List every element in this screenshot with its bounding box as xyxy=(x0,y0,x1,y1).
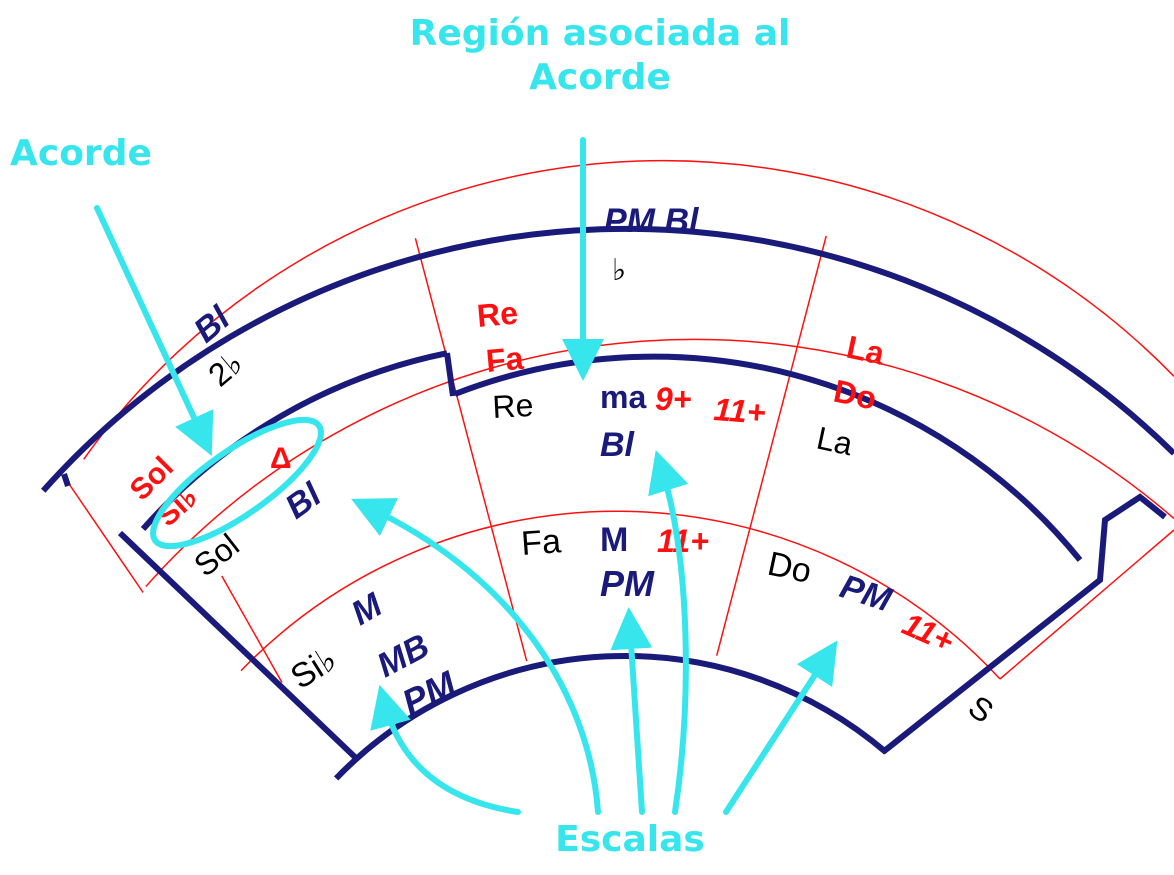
chord-highlight-ellipse xyxy=(150,416,324,550)
sector1-scale-1: M xyxy=(345,586,389,633)
region-step xyxy=(444,352,456,397)
radial-sector1-left xyxy=(64,477,144,593)
arrow-scale-sector1-chord xyxy=(351,498,601,815)
sector3-inner-scale: PM xyxy=(836,567,897,619)
left-cut-scale-label: Bl xyxy=(187,298,239,350)
sector2-region-top: Re xyxy=(475,295,519,334)
sector3-inner-note: Do xyxy=(764,545,814,591)
chord-annotation: Acorde xyxy=(10,133,152,174)
middle-ring-arc-right xyxy=(453,353,1083,562)
outer-left-tick xyxy=(61,473,71,487)
radial-sector3 xyxy=(715,235,827,656)
sector2-chord-scale: Bl xyxy=(600,426,636,464)
arrow-scale-sector2-chord xyxy=(648,449,689,815)
region-annotation-line1: Región asociada al xyxy=(409,13,791,54)
sector2-chord-root: Re xyxy=(491,387,534,425)
sector2-inner-note: Fa xyxy=(520,522,562,563)
arrow-scale-sector2-inner xyxy=(610,607,653,815)
top-flat-label: ♭ xyxy=(612,254,626,287)
sector3-region-bottom: Do xyxy=(831,373,880,417)
region-annotation-title: Región asociada al Acorde xyxy=(340,12,860,100)
sector3-chord-root: La xyxy=(814,420,856,463)
grid-arcs xyxy=(83,159,1174,680)
region-right-edge xyxy=(881,493,1167,755)
outer-ring-arc xyxy=(40,225,1174,493)
grid-arc-region xyxy=(145,338,1174,588)
diagram-labels: PM Bl ♭ Bl 2♭ Sol Si♭ Δ Bl Sol Si♭ M MB … xyxy=(124,202,1001,730)
sector2-inner-ext: 11+ xyxy=(657,523,709,559)
sector1-chord-quality: Δ xyxy=(270,442,292,475)
sector2-region-bottom: Fa xyxy=(484,340,525,379)
sector2-ext-2: 11+ xyxy=(713,391,767,431)
sector2-inner-scale: M xyxy=(600,521,628,559)
grid-arc-scale xyxy=(240,510,1001,680)
radial-sector2 xyxy=(414,238,528,662)
sector2-inner-scale-2: PM xyxy=(600,563,655,604)
sector3-region-top: La xyxy=(844,329,888,372)
sector2-ext-1: 9+ xyxy=(655,381,691,417)
annotation-arrows xyxy=(94,137,838,815)
top-cut-scale-label: PM Bl xyxy=(604,202,700,240)
grid-arc-chord xyxy=(83,159,1174,460)
sector1-outer-note: Si♭ xyxy=(284,640,343,697)
region-annotation-line2: Acorde xyxy=(529,57,671,98)
arrow-scale-sector3 xyxy=(723,640,838,815)
radial-sector1-right xyxy=(221,575,283,683)
sector4-cut-label: S xyxy=(962,688,1000,730)
sector2-chord-quality: ma xyxy=(600,379,646,415)
arrow-scale-sector1 xyxy=(370,684,521,815)
sector3-inner-ext: 11+ xyxy=(897,606,959,660)
scales-annotation: Escalas xyxy=(555,819,705,860)
grid-radials xyxy=(64,235,1174,683)
region-left-edge xyxy=(117,530,361,763)
arrow-chord xyxy=(94,205,214,457)
radial-sector4 xyxy=(999,529,1174,680)
